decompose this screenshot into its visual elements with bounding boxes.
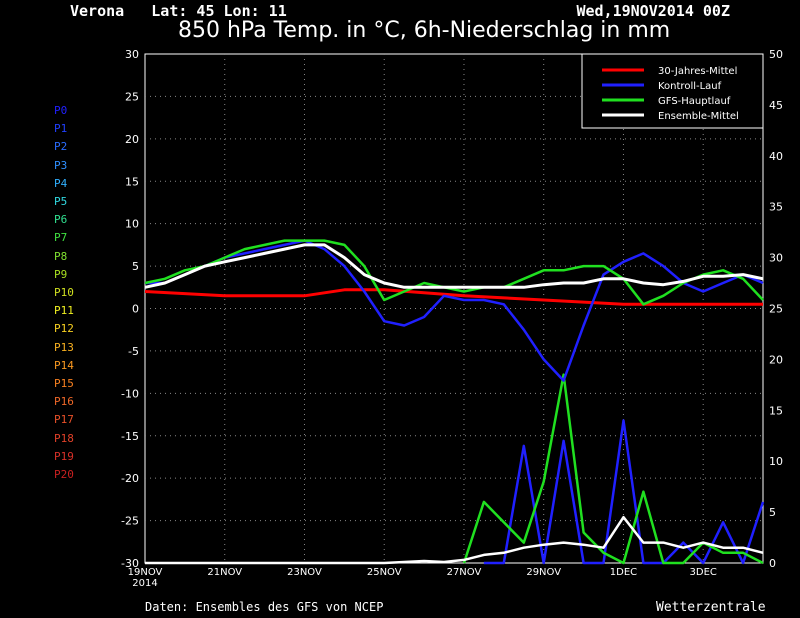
brand-footer: Wetterzentrale	[656, 600, 766, 615]
member-label-p2: P2	[54, 140, 68, 154]
temp-series-kontroll-lauf	[145, 239, 764, 382]
x-tick-label: 29NOV	[526, 567, 561, 578]
y-right-tick-label: 25	[769, 303, 783, 316]
y-right-tick-label: 30	[769, 252, 783, 265]
member-label-p1: P1	[54, 122, 68, 136]
y-left-tick-label: -25	[121, 515, 139, 528]
member-label-p4: P4	[54, 176, 68, 190]
location-header: Verona Lat: 45 Lon: 11	[70, 2, 287, 20]
member-label-p9: P9	[54, 267, 68, 281]
y-left-tick-label: 25	[125, 90, 139, 103]
x-tick-label: 21NOV	[207, 567, 242, 578]
y-right-tick-label: 35	[769, 201, 783, 214]
member-label-p14: P14	[54, 358, 74, 372]
x-tick-label: 25NOV	[367, 567, 402, 578]
x-tick-label: 1DEC	[610, 567, 637, 578]
legend-label: Kontroll-Lauf	[658, 81, 722, 92]
precip-series-ensemble-mittel	[145, 515, 764, 565]
y-right-tick-label: 5	[769, 506, 776, 519]
y-left-tick-label: -5	[128, 345, 139, 358]
member-label-p3: P3	[54, 158, 68, 172]
member-label-p6: P6	[54, 213, 68, 227]
legend-label: 30-Jahres-Mittel	[658, 66, 737, 77]
x-tick-label: 27NOV	[447, 567, 482, 578]
y-right-tick-label: 10	[769, 455, 783, 468]
member-label-p15: P15	[54, 377, 74, 391]
y-right-tick-label: 40	[769, 150, 783, 163]
y-right-tick-label: 15	[769, 404, 783, 417]
precip-series-kontroll-lauf	[483, 419, 765, 565]
x-tick-label: 19NOV	[128, 567, 163, 578]
ensemble-member-list: P0 P1 P2 P3 P4 P5 P6 P7 P8 P9 P10 P11 P12 P13 P14 P15 P1…	[54, 102, 74, 484]
member-label-p16: P16	[54, 395, 74, 409]
y-left-tick-label: 5	[132, 260, 139, 273]
y-left-tick-label: 30	[125, 48, 139, 61]
y-right-tick-label: 45	[769, 99, 783, 112]
x-tick-label: 3DEC	[690, 567, 717, 578]
y-right-tick-label: 0	[769, 557, 776, 570]
temp-series-30-jahres-mittel	[144, 288, 763, 306]
y-left-tick-label: -20	[121, 472, 139, 485]
member-label-p12: P12	[54, 322, 74, 336]
y-left-tick-label: 20	[125, 133, 139, 146]
member-label-p0: P0	[54, 104, 68, 117]
data-source-footer: Daten: Ensembles des GFS von NCEP	[145, 600, 384, 614]
y-left-tick-label: 10	[125, 218, 139, 231]
member-label-p18: P18	[54, 431, 74, 445]
member-label-p7: P7	[54, 231, 68, 245]
temp-series-ensemble-mittel	[144, 243, 764, 289]
member-label-p20: P20	[54, 468, 74, 482]
y-left-tick-label: 0	[132, 303, 139, 316]
member-label-p5: P5	[54, 195, 68, 209]
chart-title: 850 hPa Temp. in °C, 6h-Niederschlag in …	[178, 18, 671, 43]
member-label-p19: P19	[54, 449, 74, 463]
precip-series-gfs-hauptlauf	[462, 373, 764, 565]
x-tick-year: 2014	[132, 578, 157, 589]
legend-label: GFS-Hauptlauf	[658, 96, 731, 107]
legend-label: Ensemble-Mittel	[658, 111, 739, 122]
member-label-p8: P8	[54, 249, 68, 263]
y-right-tick-label: 20	[769, 353, 783, 366]
temp-series-gfs-hauptlauf	[144, 239, 764, 306]
member-label-p10: P10	[54, 286, 74, 300]
x-tick-label: 23NOV	[287, 567, 322, 578]
y-left-tick-label: -10	[121, 387, 139, 400]
y-right-tick-label: 50	[769, 48, 783, 61]
y-left-tick-label: -30	[121, 557, 139, 570]
run-date-header: Wed,19NOV2014 00Z	[576, 2, 730, 20]
member-label-p17: P17	[54, 413, 74, 427]
member-label-p13: P13	[54, 340, 74, 354]
member-label-p11: P11	[54, 304, 74, 318]
y-left-tick-label: 15	[125, 175, 139, 188]
y-left-tick-label: -15	[121, 430, 139, 443]
